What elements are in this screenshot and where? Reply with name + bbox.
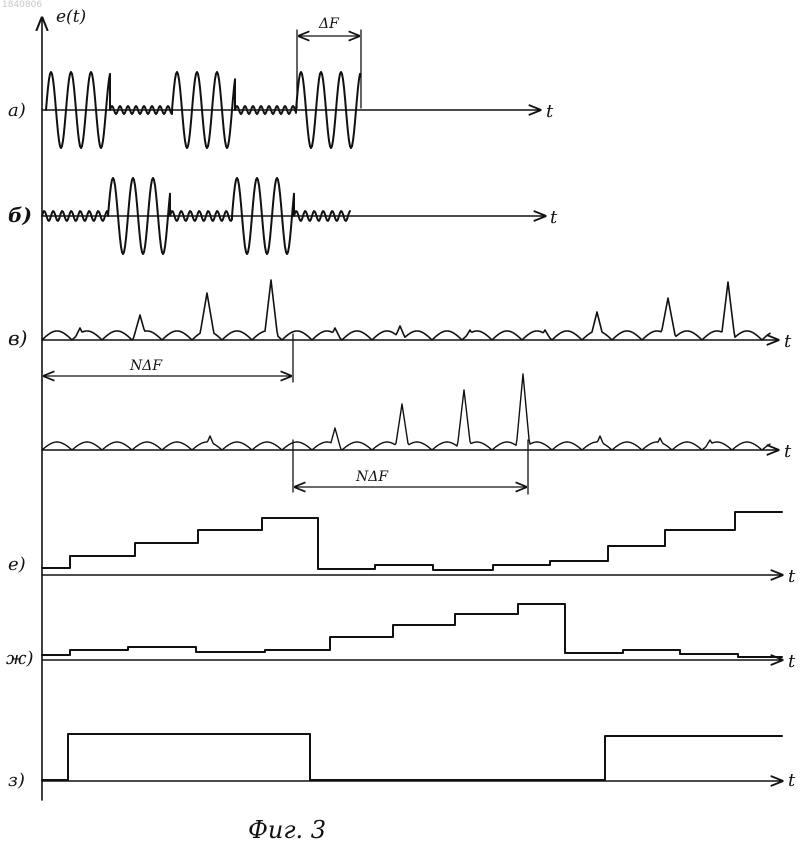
y-axis-label: e(t): [56, 7, 86, 27]
t-label-a: t: [546, 101, 554, 122]
n-delta-f-label-g: NΔF: [355, 469, 389, 485]
row-label-z: з): [8, 770, 25, 791]
row-label-v: в): [8, 326, 27, 350]
t-label-e: t: [788, 566, 796, 587]
waveform-g: [42, 374, 770, 450]
staircase-e: [42, 512, 782, 570]
waveform-v: [42, 280, 770, 340]
row-label-zh: ж): [6, 648, 33, 669]
staircase-zh: [42, 604, 782, 657]
delta-f-label: ΔF: [318, 16, 340, 32]
t-label-z: t: [788, 770, 796, 791]
row-label-b: б): [8, 203, 32, 227]
t-label-zh: t: [788, 651, 796, 672]
gate-pulse-z: [42, 734, 782, 780]
n-delta-f-label-v: NΔF: [129, 358, 163, 374]
t-label-g: t: [784, 441, 792, 462]
row-label-a: а): [8, 100, 26, 121]
t-label-v: t: [784, 331, 792, 352]
figure-caption: Фиг. 3: [248, 816, 326, 844]
row-label-e: е): [8, 554, 26, 575]
t-label-b: t: [550, 207, 558, 228]
